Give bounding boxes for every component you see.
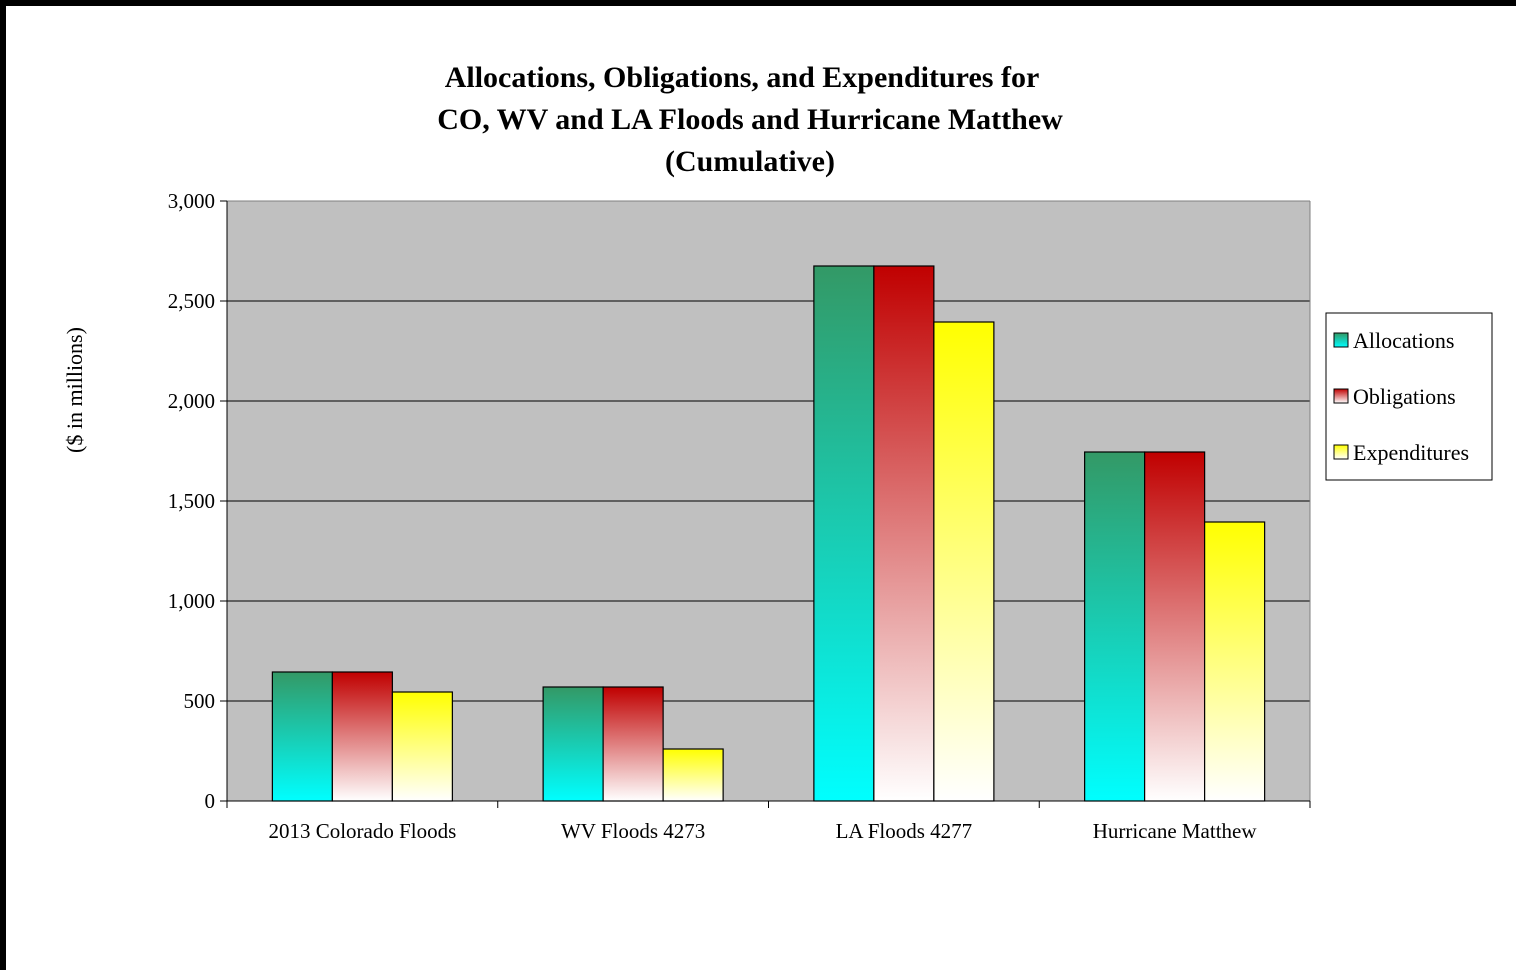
bar-expenditures xyxy=(1204,521,1266,802)
legend-swatch-expenditures xyxy=(1333,444,1349,460)
y-tick-label: 0 xyxy=(205,789,216,813)
chart-title-line-1: Allocations, Obligations, and Expenditur… xyxy=(445,61,1040,94)
legend-swatch-obligations xyxy=(1333,388,1349,404)
bar-allocations xyxy=(1084,451,1146,802)
legend-label: Obligations xyxy=(1353,384,1456,409)
y-tick-label: 2,500 xyxy=(168,289,215,313)
bar-obligations xyxy=(1144,451,1206,802)
bar-allocations xyxy=(813,265,875,802)
y-axis-label: ($ in millions) xyxy=(62,327,87,453)
bar-obligations xyxy=(331,671,393,802)
legend-box xyxy=(1325,312,1493,481)
x-tick-label: WV Floods 4273 xyxy=(561,819,705,843)
legend-label: Allocations xyxy=(1353,328,1454,353)
y-tick-label: 500 xyxy=(184,689,216,713)
y-tick-label: 2,000 xyxy=(168,389,215,413)
bar-expenditures xyxy=(933,321,995,802)
y-tick-label: 3,000 xyxy=(168,189,215,213)
bar-allocations xyxy=(542,686,604,802)
bar-expenditures xyxy=(391,691,453,802)
bar-obligations xyxy=(602,686,664,802)
x-tick-label: Hurricane Matthew xyxy=(1093,819,1258,843)
bar-expenditures xyxy=(662,748,724,802)
x-tick-label: 2013 Colorado Floods xyxy=(268,819,456,843)
bar-allocations xyxy=(271,671,333,802)
chart-title-line-2: CO, WV and LA Floods and Hurricane Matth… xyxy=(437,103,1063,136)
legend-swatch-allocations xyxy=(1333,332,1349,348)
y-tick-label: 1,500 xyxy=(168,489,215,513)
chart-title-line-3: (Cumulative) xyxy=(665,145,835,178)
x-tick-label: LA Floods 4277 xyxy=(836,819,973,843)
legend-label: Expenditures xyxy=(1353,440,1469,465)
bar-obligations xyxy=(873,265,935,802)
y-tick-label: 1,000 xyxy=(168,589,215,613)
